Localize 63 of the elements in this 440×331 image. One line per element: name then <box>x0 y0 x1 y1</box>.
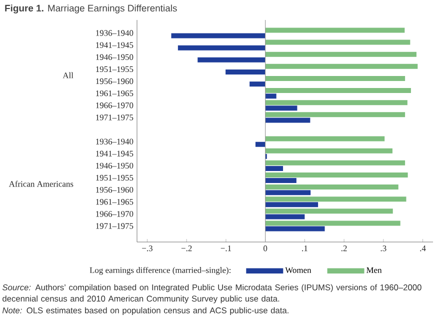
bar <box>226 69 266 74</box>
y-tick-label: 1971–1975 <box>96 223 134 229</box>
bar <box>265 214 305 220</box>
x-tick-label: .3 <box>380 246 386 252</box>
y-tick-label: 1971–1975 <box>96 114 134 120</box>
text: All <box>62 72 74 78</box>
bar <box>178 45 266 50</box>
y-tick-label: 1941–1945 <box>96 42 134 48</box>
bar <box>171 33 266 38</box>
bar <box>265 220 400 226</box>
bar <box>265 202 318 208</box>
text: Note: OLS estimates based on population census and ACS public-use data. <box>2 307 288 315</box>
x-tick-label: −.1 <box>220 246 232 252</box>
y-tick-label: 1956–1960 <box>96 78 134 84</box>
y-tick-label: 1956–1960 <box>96 186 134 193</box>
bar <box>265 118 310 123</box>
y-tick-label: 1966–1970 <box>96 211 134 217</box>
y-tick-label: 1961–1965 <box>96 199 134 205</box>
bar <box>265 100 408 106</box>
text: Source: Authors’ compilation based on Integrated Public Use Microdata Series (IPUMS) versions of 1960–2000 decennial census and 2010 American Community Survey public use data. <box>2 284 422 304</box>
y-tick-label: 1946–1950 <box>96 162 134 169</box>
bar <box>265 106 298 111</box>
legend-label: Men <box>366 267 382 273</box>
bar <box>265 226 325 232</box>
bar <box>265 208 393 214</box>
x-tick-label: −.3 <box>142 246 152 252</box>
x-tick-label: −.2 <box>181 246 192 252</box>
bar <box>265 88 411 94</box>
x-tick-label: .2 <box>341 246 347 252</box>
y-tick-label: 1936–1940 <box>96 30 134 36</box>
bar <box>265 160 406 166</box>
x-tick-label: .4 <box>420 246 426 252</box>
y-tick-label: 1936–1940 <box>96 138 134 144</box>
bar <box>265 196 406 202</box>
bar <box>265 112 406 118</box>
bar <box>265 172 408 178</box>
y-tick-label: 1961–1965 <box>96 90 134 96</box>
bar <box>265 52 416 57</box>
y-tick-label: 1966–1970 <box>96 102 134 108</box>
x-tick-label: .1 <box>302 246 308 252</box>
bar <box>265 184 398 190</box>
x-tick-label: 0 <box>264 246 268 252</box>
legend-label: Women <box>285 267 312 274</box>
bar <box>265 28 405 33</box>
bar <box>265 94 276 99</box>
bar <box>265 148 392 154</box>
bar <box>265 40 410 45</box>
bar <box>265 190 311 196</box>
bar <box>265 76 406 81</box>
y-tick-label: 1951–1955 <box>96 66 134 72</box>
bar <box>198 57 266 62</box>
chart-title: Figure 1. Marriage Earnings Differentials <box>5 4 177 14</box>
bar <box>265 64 418 69</box>
bar <box>255 142 266 147</box>
x-axis-title: Log earnings difference (married–single): <box>90 266 230 275</box>
y-tick-label: 1941–1945 <box>96 150 134 156</box>
y-tick-label: 1946–1950 <box>96 54 134 60</box>
bar <box>250 82 266 87</box>
bar <box>265 178 296 184</box>
y-tick-label: 1951–1955 <box>96 174 134 181</box>
bar <box>265 136 385 142</box>
bar <box>265 166 284 171</box>
text: African Americans <box>8 180 74 187</box>
